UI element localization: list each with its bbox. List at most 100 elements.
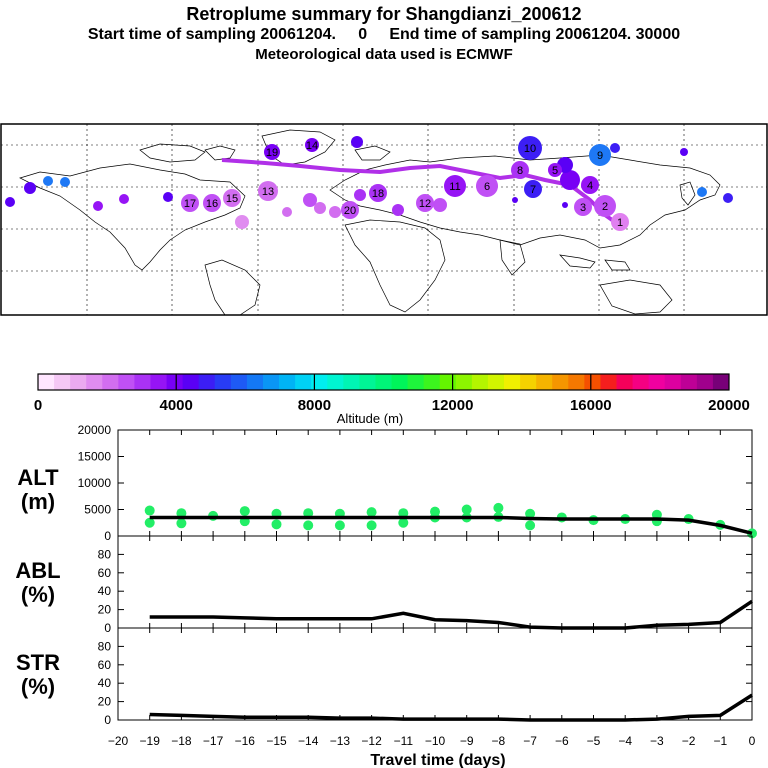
plume-marker-dot xyxy=(303,193,317,207)
cluster-point xyxy=(239,506,250,517)
y-axis-label: (%) xyxy=(21,582,55,607)
colorbar-segment xyxy=(102,374,119,390)
x-tick-label: −6 xyxy=(555,734,569,748)
coastlines xyxy=(19,129,721,316)
plume-marker-dot xyxy=(314,202,326,214)
plume-marker xyxy=(264,144,280,160)
map-frame xyxy=(0,123,768,316)
colorbar-segment xyxy=(214,374,232,390)
x-tick-label: −20 xyxy=(108,734,129,748)
plume-marker-dot xyxy=(93,201,103,211)
colorbar-segment xyxy=(471,374,489,390)
panel-frame xyxy=(117,535,753,629)
colorbar-segment xyxy=(198,374,216,390)
plume-marker xyxy=(416,194,434,212)
plume-marker-label: 5 xyxy=(552,165,558,177)
plume-marker xyxy=(476,175,498,197)
x-tick-label: −8 xyxy=(492,734,506,748)
colorbar-segment xyxy=(118,374,135,390)
colorbar-tick-label: 0 xyxy=(34,397,42,414)
str-line xyxy=(149,693,753,722)
cluster-point xyxy=(144,517,155,528)
y-tick-label: 60 xyxy=(98,658,112,672)
plume-marker xyxy=(341,201,359,219)
panel-alt: 0 5000 10000 15000 20000 ALT(m) xyxy=(17,423,757,543)
colorbar-segment xyxy=(520,374,537,390)
plume-marker-dot xyxy=(351,136,363,148)
colorbar-segment xyxy=(246,374,264,390)
chart-title: Retroplume summary for Shangdianzi_20061… xyxy=(186,4,582,24)
cluster-point xyxy=(366,520,377,531)
plume-marker-dot xyxy=(433,198,447,212)
x-tick-label: −2 xyxy=(682,734,696,748)
plume-marker-dot xyxy=(119,194,129,204)
plume-marker xyxy=(524,180,542,198)
y-tick-label: 20 xyxy=(98,603,112,617)
plume-marker-label: 13 xyxy=(262,186,274,198)
cluster-point xyxy=(525,508,536,519)
x-tick-label: −3 xyxy=(650,734,664,748)
plume-marker-label: 15 xyxy=(226,193,238,205)
plume-marker xyxy=(181,194,199,212)
y-tick-label: 20 xyxy=(98,695,112,709)
colorbar-tick-label: 20000 xyxy=(708,397,750,414)
plume-marker xyxy=(581,176,599,194)
colorbar-segment xyxy=(616,374,633,390)
panel-abl: 0 20 40 60 80 ABL(%) xyxy=(15,535,753,635)
y-tick-label: 5000 xyxy=(84,503,111,517)
x-tick-label: −11 xyxy=(394,734,414,748)
plume-marker-dot xyxy=(560,170,580,190)
colorbar-segment xyxy=(423,374,441,390)
y-tick-label: 0 xyxy=(104,621,111,635)
cluster-point xyxy=(493,502,504,513)
colorbar-segment xyxy=(54,374,71,390)
colorbar-segment xyxy=(295,374,312,390)
x-tick-label: −17 xyxy=(203,734,224,748)
colorbar-segment xyxy=(359,374,376,390)
panel-str: 0 20 40 60 80 STR(%) xyxy=(16,627,753,727)
plume-marker xyxy=(223,189,241,207)
plume-marker-dot xyxy=(5,197,15,207)
plume-marker-label: 17 xyxy=(184,198,196,210)
colorbar-segment xyxy=(150,374,167,390)
plume-marker-dot xyxy=(24,182,36,194)
plume-marker-label: 4 xyxy=(587,180,593,192)
x-tick-label: −13 xyxy=(330,734,351,748)
colorbar-segment xyxy=(504,374,521,390)
plume-marker-label: 12 xyxy=(419,198,431,210)
plume-marker-dot xyxy=(392,204,404,216)
plume-marker-dot xyxy=(697,187,707,197)
plume-marker-label: 19 xyxy=(266,147,278,159)
cluster-point xyxy=(176,518,187,529)
plume-marker-dot xyxy=(723,193,733,203)
cluster-point xyxy=(525,520,536,531)
cluster-point xyxy=(334,520,345,531)
time-series-panels: 05000100001500020000ALT(m)020406080ABL(%… xyxy=(15,423,757,768)
colorbar-segment xyxy=(568,374,585,390)
y-tick-label: 40 xyxy=(98,676,112,690)
plume-marker-dot xyxy=(354,189,366,201)
plume-marker xyxy=(611,213,629,231)
colorbar-segment xyxy=(664,374,682,390)
x-tick-label: −10 xyxy=(425,734,446,748)
plume-marker-label: 14 xyxy=(306,140,318,152)
plume-marker-label: 2 xyxy=(602,201,608,213)
y-axis-label: ALT xyxy=(17,465,59,490)
x-tick-label: −4 xyxy=(618,734,632,748)
altitude-median-line xyxy=(149,515,753,536)
plume-marker xyxy=(511,161,529,179)
x-tick-label: −5 xyxy=(587,734,601,748)
y-tick-label: 0 xyxy=(104,713,111,727)
colorbar-segment xyxy=(407,374,425,390)
plume-marker-label: 9 xyxy=(597,150,603,162)
x-tick-label: −14 xyxy=(298,734,319,748)
plume-marker-dot xyxy=(282,207,292,217)
colorbar-segment xyxy=(70,374,87,390)
colorbar-segment xyxy=(536,374,553,390)
colorbar-tick-label: 8000 xyxy=(298,397,331,414)
colorbar-segment xyxy=(166,374,184,390)
plume-marker-label: 16 xyxy=(206,198,218,210)
